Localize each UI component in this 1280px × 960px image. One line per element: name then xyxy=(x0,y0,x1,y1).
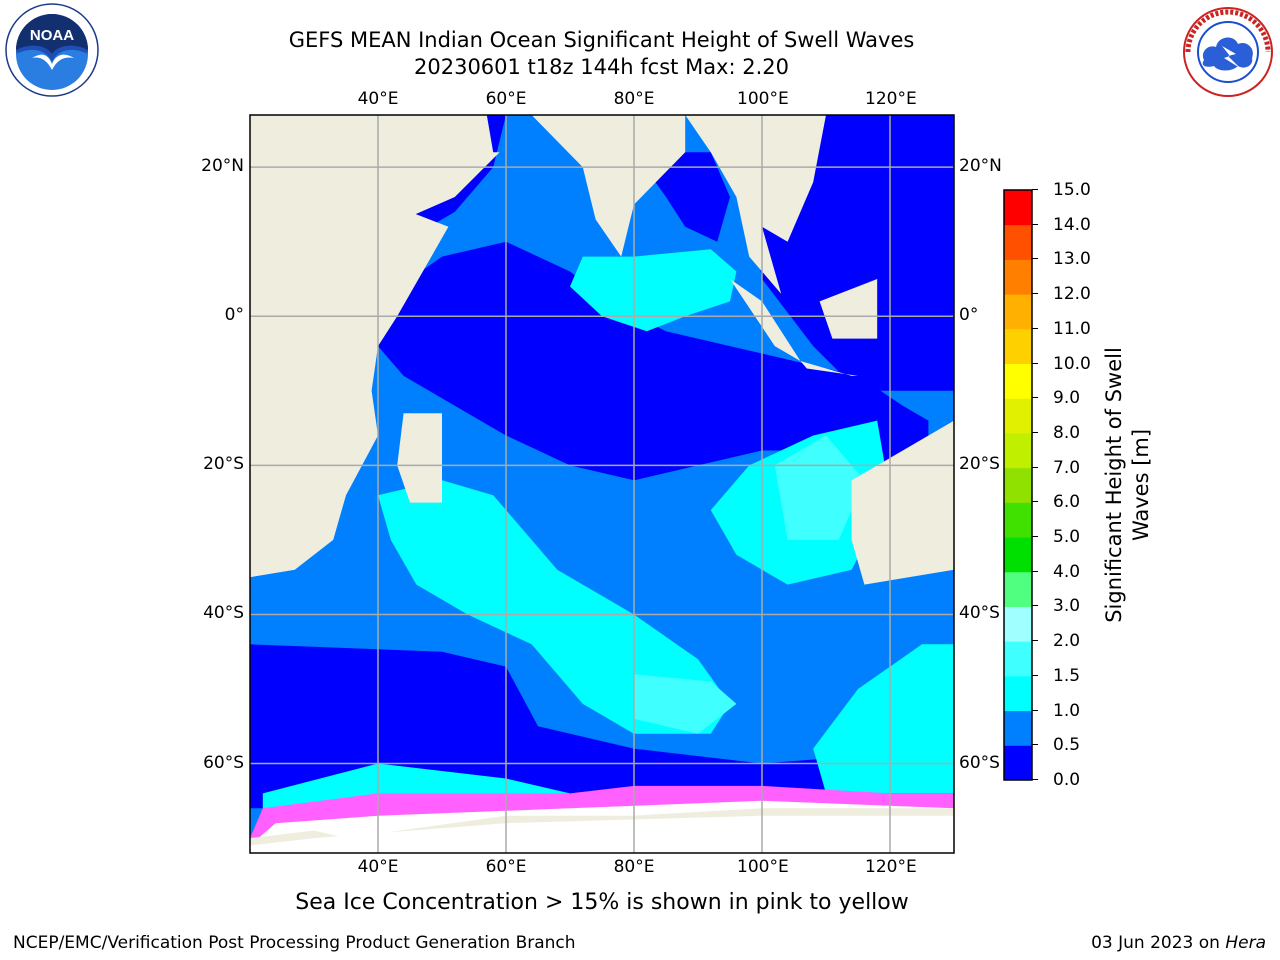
colorbar-tick-mark xyxy=(1032,710,1038,711)
colorbar-tick-mark xyxy=(1032,432,1038,433)
footer-date: 03 Jun 2023 on Hera xyxy=(1091,933,1266,953)
colorbar-tick-mark xyxy=(1032,779,1038,780)
colorbar-segment xyxy=(1004,468,1032,503)
lon-tick-bottom: 100°E xyxy=(737,857,787,877)
lat-tick-left: 20°N xyxy=(180,156,244,176)
colorbar-tick-mark xyxy=(1032,501,1038,502)
lon-tick-bottom: 80°E xyxy=(609,857,659,877)
colorbar-tick-mark xyxy=(1032,189,1038,190)
colorbar-tick-label: 15.0 xyxy=(1053,180,1091,200)
colorbar-segment xyxy=(1004,745,1032,780)
lon-tick-top: 80°E xyxy=(609,89,659,109)
colorbar xyxy=(1003,189,1033,781)
colorbar-tick-label: 7.0 xyxy=(1053,458,1080,478)
colorbar-tick-mark xyxy=(1032,328,1038,329)
colorbar-segment xyxy=(1004,259,1032,294)
colorbar-tick-mark xyxy=(1032,293,1038,294)
lat-tick-left: 0° xyxy=(180,305,244,325)
lat-tick-right: 60°S xyxy=(959,753,1000,773)
colorbar-label-line1: Significant Height of Swell xyxy=(1102,347,1126,623)
lat-tick-right: 20°S xyxy=(959,454,1000,474)
lon-tick-top: 120°E xyxy=(865,89,915,109)
colorbar-tick-mark xyxy=(1032,224,1038,225)
footer-branch: NCEP/EMC/Verification Post Processing Pr… xyxy=(13,933,576,953)
lat-tick-left: 20°S xyxy=(180,454,244,474)
colorbar-segment xyxy=(1004,329,1032,364)
lat-tick-right: 20°N xyxy=(959,156,1002,176)
footer-date-text: 03 Jun 2023 on xyxy=(1091,933,1225,953)
colorbar-tick-label: 12.0 xyxy=(1053,284,1091,304)
colorbar-tick-label: 13.0 xyxy=(1053,249,1091,269)
colorbar-tick-label: 2.0 xyxy=(1053,631,1080,651)
lon-tick-bottom: 120°E xyxy=(865,857,915,877)
lat-tick-left: 60°S xyxy=(180,753,244,773)
colorbar-label: Significant Height of Swell Waves [m] xyxy=(1101,347,1155,623)
colorbar-tick-label: 9.0 xyxy=(1053,388,1080,408)
lat-tick-left: 40°S xyxy=(180,603,244,623)
colorbar-segment xyxy=(1004,398,1032,433)
colorbar-segment xyxy=(1004,572,1032,607)
colorbar-tick-label: 11.0 xyxy=(1053,319,1091,339)
colorbar-tick-mark xyxy=(1032,397,1038,398)
colorbar-segment xyxy=(1004,606,1032,641)
colorbar-tick-mark xyxy=(1032,467,1038,468)
colorbar-segment xyxy=(1004,711,1032,746)
colorbar-segment xyxy=(1004,225,1032,260)
map-field xyxy=(250,115,954,853)
colorbar-segment xyxy=(1004,433,1032,468)
lat-tick-right: 40°S xyxy=(959,603,1000,623)
colorbar-label-line2: Waves [m] xyxy=(1129,429,1153,541)
colorbar-tick-label: 0.5 xyxy=(1053,735,1080,755)
colorbar-tick-mark xyxy=(1032,605,1038,606)
lon-tick-top: 60°E xyxy=(481,89,531,109)
lon-tick-top: 40°E xyxy=(353,89,403,109)
colorbar-tick-label: 6.0 xyxy=(1053,492,1080,512)
colorbar-tick-mark xyxy=(1032,536,1038,537)
colorbar-tick-mark xyxy=(1032,675,1038,676)
colorbar-tick-label: 4.0 xyxy=(1053,562,1080,582)
colorbar-segment xyxy=(1004,190,1032,225)
colorbar-segment xyxy=(1004,641,1032,676)
footer-host: Hera xyxy=(1225,933,1266,953)
colorbar-tick-label: 0.0 xyxy=(1053,770,1080,790)
colorbar-tick-label: 1.0 xyxy=(1053,701,1080,721)
colorbar-tick-label: 14.0 xyxy=(1053,215,1091,235)
colorbar-tick-mark xyxy=(1032,744,1038,745)
colorbar-segment xyxy=(1004,537,1032,572)
lon-tick-top: 100°E xyxy=(737,89,787,109)
colorbar-tick-mark xyxy=(1032,363,1038,364)
colorbar-tick-mark xyxy=(1032,258,1038,259)
colorbar-segment xyxy=(1004,364,1032,399)
lon-tick-bottom: 60°E xyxy=(481,857,531,877)
colorbar-tick-mark xyxy=(1032,640,1038,641)
lon-tick-bottom: 40°E xyxy=(353,857,403,877)
colorbar-tick-label: 3.0 xyxy=(1053,596,1080,616)
colorbar-segment xyxy=(1004,676,1032,711)
colorbar-segment xyxy=(1004,294,1032,329)
lat-tick-right: 0° xyxy=(959,305,978,325)
colorbar-tick-label: 1.5 xyxy=(1053,666,1080,686)
colorbar-segment xyxy=(1004,502,1032,537)
colorbar-tick-label: 10.0 xyxy=(1053,354,1091,374)
colorbar-tick-label: 8.0 xyxy=(1053,423,1080,443)
sea-ice-caption: Sea Ice Concentration > 15% is shown in … xyxy=(250,890,954,915)
colorbar-tick-mark xyxy=(1032,571,1038,572)
colorbar-tick-label: 5.0 xyxy=(1053,527,1080,547)
